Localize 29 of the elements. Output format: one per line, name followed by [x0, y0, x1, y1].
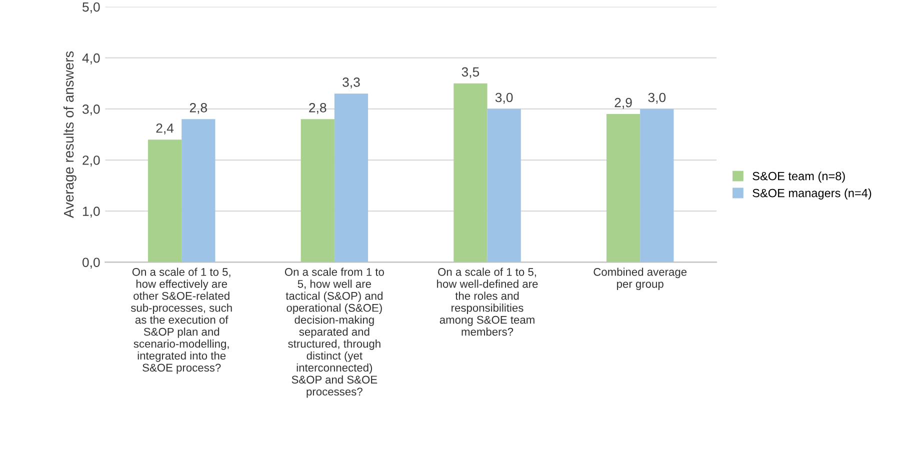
bar — [454, 83, 488, 262]
legend-label: S&OE team (n=8) — [752, 172, 845, 183]
bar — [606, 114, 640, 262]
legend-label: S&OE managers (n=4) — [752, 188, 872, 200]
data-label: 3,0 — [648, 92, 666, 104]
y-tick-label: 4,0 — [82, 53, 100, 64]
y-tick-label: 0,0 — [82, 258, 100, 269]
x-tick-label: Combined average per group — [594, 268, 687, 290]
bar — [640, 108, 674, 262]
category-label: On a scale from 1 to 5, how well are tactical (S&OP) and operational (S&OE) decision-making separated and structured, through distinct (yet interconnected) S&OP and S&OE processes? — [284, 268, 384, 398]
y-tick-label: 3,0 — [82, 104, 100, 116]
x-tick-label: On a scale of 1 to 5, how well-defined are the roles and responsibilities among S&OE team members? — [437, 268, 538, 336]
bar — [334, 94, 368, 262]
y-tick-label: 2,0 — [82, 156, 100, 166]
bar — [182, 119, 216, 262]
data-label: 2,9 — [614, 98, 632, 109]
bar — [487, 108, 521, 262]
data-label: 2,4 — [156, 123, 174, 134]
data-label: 3,5 — [462, 67, 480, 78]
y-tick-label: 5,0 — [82, 2, 100, 14]
bar — [148, 140, 182, 262]
bar — [300, 119, 334, 262]
y-axis-title: Average results of answers — [63, 51, 76, 218]
data-label: 2,8 — [309, 103, 326, 114]
data-label: 2,8 — [190, 103, 208, 114]
y-tick-label: 1,0 — [82, 206, 100, 218]
data-label: 3,3 — [342, 77, 360, 88]
category-label: On a scale of 1 to 5, how effectively are other S&OE-related sub-processes, such as the execution of S&OP plan and scenario-modelling, integrated into the S&OE process? — [130, 268, 232, 374]
data-label: 3,0 — [495, 92, 513, 104]
